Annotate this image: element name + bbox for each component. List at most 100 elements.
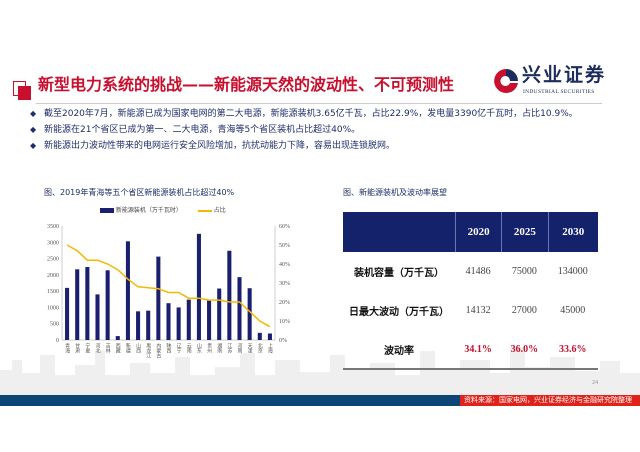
x-tick-label: 西藏 <box>115 343 121 354</box>
bar <box>75 269 80 340</box>
share-line <box>66 244 271 328</box>
legend-line-swatch <box>197 209 212 212</box>
logo-subtext: INDUSTRIAL SECURITIES <box>523 89 595 95</box>
header-cell: 2030 <box>547 212 598 252</box>
table-header-row: 2020 2025 2030 <box>343 212 598 252</box>
left-tick-label: 1000 <box>47 305 59 311</box>
cell: 33.6% <box>559 344 587 355</box>
x-tick-label: 湖南 <box>216 342 222 353</box>
bar <box>257 332 262 340</box>
bar <box>146 310 151 340</box>
x-tick-label: 天津 <box>247 343 253 354</box>
chart-title: 图、2019年青海等五个省区新能源装机占比超过40% <box>44 188 235 197</box>
bullet-item: ◆ 新能源在21个省区已成为第一、二大电源，青海等5个省区装机占比超过40%。 <box>30 122 578 138</box>
diamond-icon: ◆ <box>30 109 37 118</box>
left-tick-label: 2000 <box>47 273 59 279</box>
right-tick-label: 40% <box>279 262 290 268</box>
row-label: 日最大波动（万千瓦） <box>349 307 449 318</box>
cell: 36.0% <box>510 344 539 355</box>
row-label: 装机容量（万千瓦） <box>354 268 444 279</box>
title-divider <box>36 103 602 104</box>
x-tick-label: 山东 <box>196 342 202 353</box>
x-tick-label: 山西 <box>135 342 141 354</box>
bar <box>156 256 161 340</box>
bar <box>196 233 201 340</box>
header-cell: 2025 <box>501 212 548 252</box>
bullet-item: ◆ 截至2020年7月，新能源已成为国家电网的第二大电源，新能源装机3.65亿千瓦… <box>30 106 578 122</box>
chart-legend: 新能源装机（万千瓦时） 占比 <box>100 207 226 215</box>
left-tick-label: 1500 <box>47 289 59 295</box>
table-row: 波动率 34.1% 36.0% 33.6% <box>343 330 598 369</box>
cell: 34.1% <box>464 344 492 355</box>
header-cell <box>343 212 455 252</box>
right-tick-label: 10% <box>279 319 290 325</box>
cell: 134000 <box>557 266 588 277</box>
bullet-item: ◆ 新能源出力波动性带来的电网运行安全风险增加，抗扰动能力下降，容易出现连锁脱网。 <box>30 138 578 154</box>
skyline-background <box>0 347 640 395</box>
legend-bar-swatch <box>100 208 114 213</box>
bar <box>95 294 100 340</box>
footer-bar <box>0 395 640 406</box>
bar <box>125 241 130 340</box>
bar <box>237 277 242 340</box>
bar <box>136 311 141 340</box>
row-label: 波动率 <box>384 346 414 357</box>
x-tick-label: 甘肃 <box>74 342 80 354</box>
bar <box>227 250 232 340</box>
bar <box>65 287 70 340</box>
left-tick-label: 2500 <box>47 257 59 263</box>
bar <box>217 288 222 340</box>
left-tick-label: 500 <box>50 322 59 328</box>
bullet-list: ◆ 截至2020年7月，新能源已成为国家电网的第二大电源，新能源装机3.65亿千瓦… <box>30 106 578 154</box>
diamond-icon: ◆ <box>30 141 37 150</box>
bar <box>186 299 191 340</box>
left-tick-label: 3000 <box>47 240 59 246</box>
x-tick-label: 河北 <box>95 342 101 354</box>
logo-icon <box>494 69 518 93</box>
diamond-icon: ◆ <box>30 125 37 134</box>
cell: 75000 <box>511 266 537 277</box>
table-title: 图、新能源装机及波动率展望 <box>343 188 447 197</box>
x-tick-label: 北京 <box>257 342 263 354</box>
page-number: 24 <box>592 380 599 386</box>
right-tick-label: 60% <box>279 224 290 230</box>
left-tick-label: 3500 <box>47 224 59 230</box>
x-tick-label: 内蒙古 <box>155 342 161 359</box>
source-note: 资料来源：国家电网，兴业证券经济与金融研究院整理 <box>460 395 640 406</box>
x-tick-label: 新疆 <box>125 342 131 354</box>
bar <box>166 303 171 340</box>
bar <box>85 267 90 340</box>
capacity-chart: 0 500 1000 1500 2000 2500 3000 3500 0% 10% 20% 30% 4… <box>47 224 290 359</box>
x-tick-label: 云南 <box>186 343 192 353</box>
x-tick-label: 黑龙江 <box>145 343 151 359</box>
table-bottom-rule <box>343 368 598 370</box>
right-tick-label: 20% <box>279 300 290 306</box>
cell: 45000 <box>560 305 586 316</box>
x-tick-label: 青海 <box>64 342 70 354</box>
bar <box>115 336 120 340</box>
x-tick-label: 上海 <box>267 342 273 354</box>
page-title: 新型电力系统的挑战——新能源天然的波动性、不可预测性 <box>38 75 455 94</box>
right-tick-label: 0% <box>279 338 287 344</box>
header-cell: 2020 <box>455 212 502 252</box>
bar <box>207 300 212 340</box>
bar <box>267 333 272 340</box>
cell: 41486 <box>465 266 491 277</box>
bar <box>176 307 181 340</box>
x-tick-label: 河南 <box>237 342 243 353</box>
outlook-table: 2020 2025 2030 装机容量（万千瓦） 41486 75000 134… <box>343 212 598 369</box>
logo-text: 兴业证券 <box>522 64 607 86</box>
x-tick-label: 江苏 <box>226 342 232 354</box>
x-tick-label: 宁夏 <box>84 342 90 353</box>
legend-line-label: 占比 <box>213 207 226 214</box>
cell: 14132 <box>465 305 491 316</box>
table-row: 装机容量（万千瓦） 41486 75000 134000 <box>343 252 598 291</box>
legend-bar-label: 新能源装机（万千瓦时） <box>115 207 182 214</box>
bar <box>247 288 252 340</box>
x-tick-label: 陕西 <box>166 342 172 354</box>
x-tick-label: 贵州 <box>206 342 212 353</box>
x-tick-label: 辽宁 <box>176 342 182 353</box>
bar <box>105 270 110 340</box>
left-tick-label: 0 <box>56 338 59 344</box>
cell: 27000 <box>511 305 537 316</box>
